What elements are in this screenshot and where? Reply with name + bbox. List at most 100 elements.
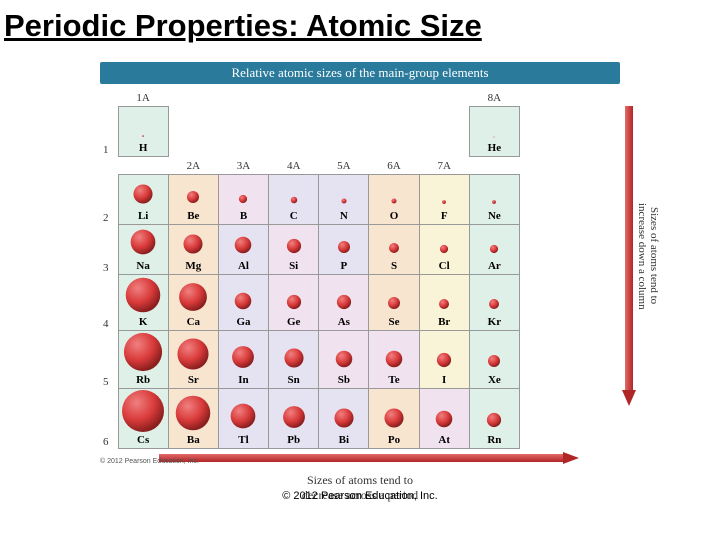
- element-symbol: Te: [388, 374, 399, 386]
- element-cell-ba: Ba: [168, 388, 218, 448]
- element-symbol: Ga: [236, 316, 250, 328]
- empty-cell: [419, 106, 469, 156]
- element-cell-in: In: [218, 330, 268, 388]
- element-cell-cl: Cl: [419, 224, 469, 274]
- element-cell-as: As: [319, 274, 369, 330]
- element-cell-p: P: [319, 224, 369, 274]
- element-symbol: Si: [289, 260, 298, 272]
- element-cell-kr: Kr: [469, 274, 519, 330]
- figure-container: Relative atomic sizes of the main-group …: [100, 62, 620, 503]
- period-label-1: 1: [100, 106, 118, 156]
- figure-subtitle: Relative atomic sizes of the main-group …: [100, 62, 620, 84]
- element-symbol: Li: [138, 210, 148, 222]
- element-cell-rb: Rb: [118, 330, 168, 388]
- element-symbol: I: [442, 374, 446, 386]
- element-symbol: Sr: [188, 374, 199, 386]
- element-symbol: Ar: [488, 260, 501, 272]
- element-cell-sn: Sn: [269, 330, 319, 388]
- group-label-4a: 4A: [269, 156, 319, 174]
- element-cell-be: Be: [168, 174, 218, 224]
- empty-cell: [369, 106, 419, 156]
- element-cell-h: H: [118, 106, 168, 156]
- element-symbol: O: [390, 210, 399, 222]
- empty-cell: [168, 106, 218, 156]
- element-cell-si: Si: [269, 224, 319, 274]
- element-symbol: C: [290, 210, 298, 222]
- group-label-2a: 2A: [168, 156, 218, 174]
- element-cell-s: S: [369, 224, 419, 274]
- element-symbol: At: [438, 434, 450, 446]
- element-cell-te: Te: [369, 330, 419, 388]
- element-symbol: Be: [187, 210, 199, 222]
- element-cell-na: Na: [118, 224, 168, 274]
- inline-copyright: © 2012 Pearson Education, Inc.: [100, 458, 199, 465]
- element-cell-f: F: [419, 174, 469, 224]
- element-symbol: Bi: [339, 434, 349, 446]
- element-symbol: F: [441, 210, 448, 222]
- element-symbol: Cs: [137, 434, 149, 446]
- vertical-trend-arrow: Sizes of atoms tend to increase down a c…: [622, 106, 662, 406]
- element-symbol: K: [139, 316, 148, 328]
- period-label-5: 5: [100, 330, 118, 388]
- h-caption-l1: Sizes of atoms tend to: [307, 473, 413, 487]
- element-cell-b: B: [218, 174, 268, 224]
- element-symbol: Mg: [185, 260, 201, 272]
- element-symbol: He: [488, 142, 501, 154]
- v-caption-l2: increase down a column: [636, 203, 648, 310]
- element-symbol: Sb: [338, 374, 350, 386]
- period-label-4: 4: [100, 274, 118, 330]
- element-cell-po: Po: [369, 388, 419, 448]
- element-cell-o: O: [369, 174, 419, 224]
- element-cell-at: At: [419, 388, 469, 448]
- vertical-trend-caption: Sizes of atoms tend to increase down a c…: [636, 126, 660, 386]
- element-symbol: Ca: [187, 316, 200, 328]
- element-symbol: Al: [238, 260, 249, 272]
- element-symbol: Br: [438, 316, 450, 328]
- element-symbol: Ge: [287, 316, 300, 328]
- empty-cell: [319, 106, 369, 156]
- element-cell-ne: Ne: [469, 174, 519, 224]
- period-label-2: 2: [100, 174, 118, 224]
- element-symbol: Rb: [136, 374, 150, 386]
- element-cell-li: Li: [118, 174, 168, 224]
- group-label-7a: 7A: [419, 156, 469, 174]
- element-cell-ca: Ca: [168, 274, 218, 330]
- element-cell-rn: Rn: [469, 388, 519, 448]
- element-symbol: Po: [388, 434, 400, 446]
- element-cell-tl: Tl: [218, 388, 268, 448]
- element-cell-ge: Ge: [269, 274, 319, 330]
- footer-copyright: © 2012 Pearson Education, Inc.: [0, 490, 720, 502]
- group-label-3a: 3A: [218, 156, 268, 174]
- element-cell-k: K: [118, 274, 168, 330]
- group-label-6a: 6A: [369, 156, 419, 174]
- element-symbol: N: [340, 210, 348, 222]
- period-label-6: 6: [100, 388, 118, 448]
- element-symbol: Na: [136, 260, 149, 272]
- element-cell-cs: Cs: [118, 388, 168, 448]
- periodic-table: 1A8A1HHe2A3A4A5A6A7A2LiBeBCNOFNe3NaMgAlS…: [100, 88, 520, 449]
- element-cell-ga: Ga: [218, 274, 268, 330]
- element-cell-xe: Xe: [469, 330, 519, 388]
- empty-cell: [218, 106, 268, 156]
- element-symbol: Se: [389, 316, 400, 328]
- element-symbol: H: [139, 142, 148, 154]
- element-cell-sb: Sb: [319, 330, 369, 388]
- element-cell-c: C: [269, 174, 319, 224]
- group-label-8a: 8A: [469, 88, 519, 106]
- element-symbol: S: [391, 260, 397, 272]
- group-label-1a: 1A: [118, 88, 168, 106]
- element-cell-ar: Ar: [469, 224, 519, 274]
- element-symbol: In: [238, 374, 248, 386]
- group-label-5a: 5A: [319, 156, 369, 174]
- element-symbol: Tl: [238, 434, 248, 446]
- element-symbol: Pb: [287, 434, 300, 446]
- element-cell-br: Br: [419, 274, 469, 330]
- element-symbol: Sn: [288, 374, 300, 386]
- element-cell-sr: Sr: [168, 330, 218, 388]
- element-cell-he: He: [469, 106, 519, 156]
- element-cell-se: Se: [369, 274, 419, 330]
- element-symbol: B: [240, 210, 247, 222]
- page-title: Periodic Properties: Atomic Size: [0, 0, 720, 48]
- element-cell-bi: Bi: [319, 388, 369, 448]
- down-arrow-icon: [622, 106, 636, 406]
